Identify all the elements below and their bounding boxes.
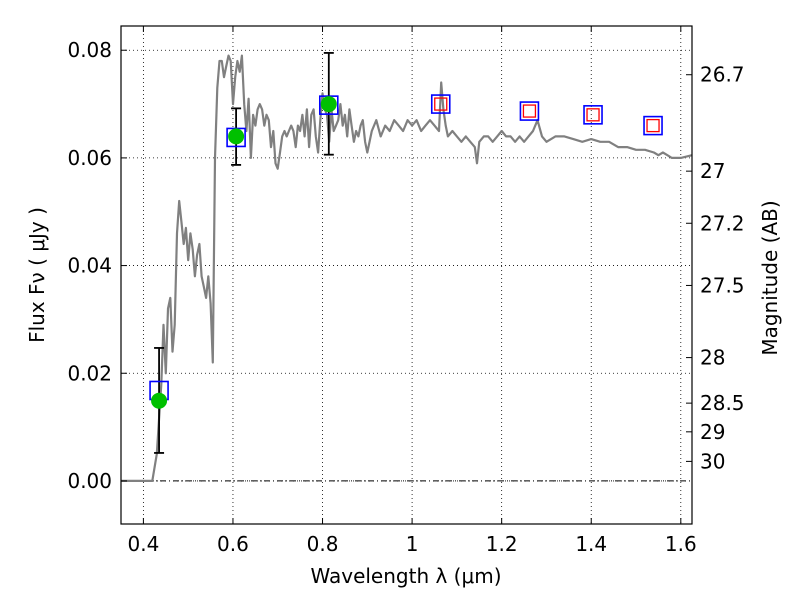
observed-point: [228, 128, 245, 145]
upper-limit-marker: [646, 118, 660, 133]
photometry-markers: [149, 94, 663, 409]
x-axis-label: Wavelength λ (μm): [310, 564, 501, 588]
mag-tick-label: 26.7: [700, 63, 745, 87]
mag-tick-label: 30: [700, 449, 725, 473]
x-tick-label: 1.4: [575, 532, 607, 556]
y-axis-left: 0.00 0.02 0.04 0.06 0.08: [67, 38, 127, 493]
model-photometry-marker: [519, 101, 540, 121]
observed-point: [320, 96, 337, 113]
y-axis-label: Flux Fν ( μJy ): [25, 207, 49, 343]
upper-limit-marker: [586, 108, 600, 122]
x-tick-label: 1.6: [665, 532, 697, 556]
y-tick-label: 0.04: [67, 254, 112, 278]
model-photometry-marker: [643, 115, 663, 136]
x-tick-label: 0.8: [307, 532, 339, 556]
x-axis: 0.4 0.6 0.8 1 1.2 1.4 1.6: [127, 26, 697, 556]
x-tick-label: 0.6: [217, 532, 249, 556]
model-photometry-marker: [583, 105, 603, 125]
observed-point: [151, 392, 168, 409]
model-photometry-marker: [430, 94, 451, 114]
mag-tick-label: 27: [700, 159, 725, 183]
plot-area-frame: [120, 25, 693, 525]
mag-tick-label: 27.5: [700, 273, 745, 297]
y-tick-label: 0.00: [67, 469, 112, 493]
y-tick-label: 0.08: [67, 38, 112, 62]
y-tick-label: 0.02: [67, 361, 112, 385]
mag-tick-label: 27.2: [700, 211, 745, 235]
upper-limit-marker: [522, 104, 537, 118]
mag-tick-label: 28: [700, 346, 725, 370]
mag-tick-label: 28.5: [700, 391, 745, 415]
x-tick-label: 1: [406, 532, 419, 556]
y-axis-right: 26.7 27 27.2 27.5 28 28.5 29 30: [686, 63, 745, 473]
grid-lines: [121, 26, 692, 524]
x-tick-label: 0.4: [127, 532, 159, 556]
y-axis-right-label: Magnitude (AB): [758, 200, 782, 355]
mag-tick-label: 29: [700, 420, 725, 444]
x-tick-label: 1.2: [486, 532, 518, 556]
upper-limit-marker: [434, 97, 448, 111]
y-tick-label: 0.06: [67, 146, 112, 170]
